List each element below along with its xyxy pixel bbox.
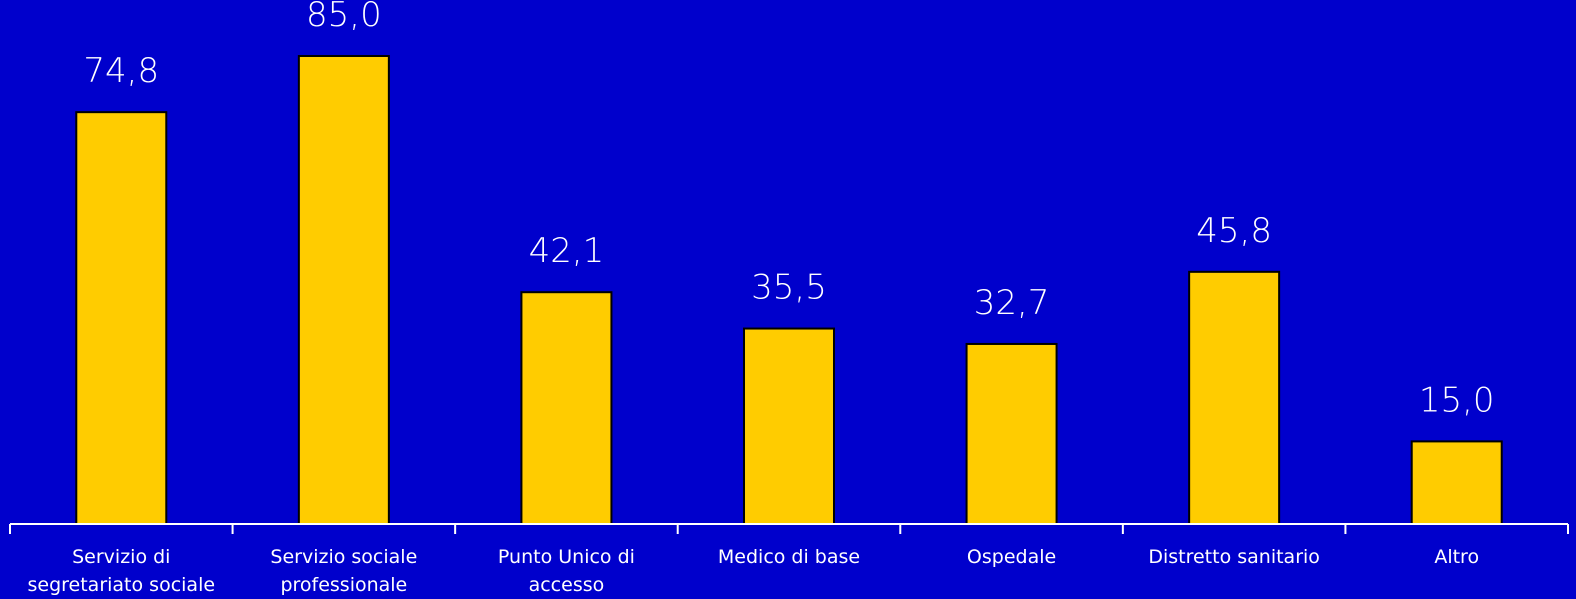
category-label-line: professionale — [280, 574, 407, 596]
category-label-line: Altro — [1434, 546, 1479, 568]
category-label-line: Punto Unico di — [498, 546, 635, 568]
bar — [520, 291, 613, 526]
category-label-line: Distretto sanitario — [1148, 546, 1320, 568]
category-label: Distretto sanitario — [1148, 546, 1320, 568]
category-label: Servizio sociale professionale — [270, 546, 417, 596]
bar-value-label: 85,0 — [306, 0, 382, 35]
bar — [75, 111, 168, 525]
category-label-line: Servizio di — [72, 546, 170, 568]
bar — [743, 327, 835, 525]
category-label: Ospedale — [967, 546, 1056, 568]
category-label-line: Medico di base — [718, 546, 860, 568]
bar-value-label: 74,8 — [83, 51, 159, 91]
bar-value-label: 45,8 — [1196, 211, 1272, 251]
category-label-line: accesso — [529, 574, 605, 596]
bar-value-label: 15,0 — [1419, 380, 1495, 420]
category-label-line: segretariato sociale — [28, 574, 216, 596]
value-labels-group: 74,8 85,0 42,1 35,5 32,7 45,8 15,0 — [83, 0, 1494, 420]
bar-value-label: 42,1 — [529, 231, 605, 271]
category-label: Servizio di segretariato sociale — [28, 546, 216, 596]
category-label-line: Ospedale — [967, 546, 1056, 568]
bar — [965, 342, 1058, 525]
category-label: Medico di base — [718, 546, 860, 568]
bars-group — [75, 55, 1503, 526]
category-label-line: Servizio sociale — [270, 546, 417, 568]
bar — [297, 55, 390, 525]
bar — [1410, 440, 1503, 526]
category-label: Punto Unico di accesso — [498, 546, 635, 596]
category-labels-group: Servizio di segretariato socialeServizio … — [28, 546, 1480, 596]
bar — [1188, 270, 1281, 526]
x-axis-ticks-group — [9, 524, 1569, 534]
bar-value-label: 32,7 — [974, 283, 1050, 323]
bar-value-label: 35,5 — [751, 268, 827, 308]
category-label: Altro — [1434, 546, 1479, 568]
